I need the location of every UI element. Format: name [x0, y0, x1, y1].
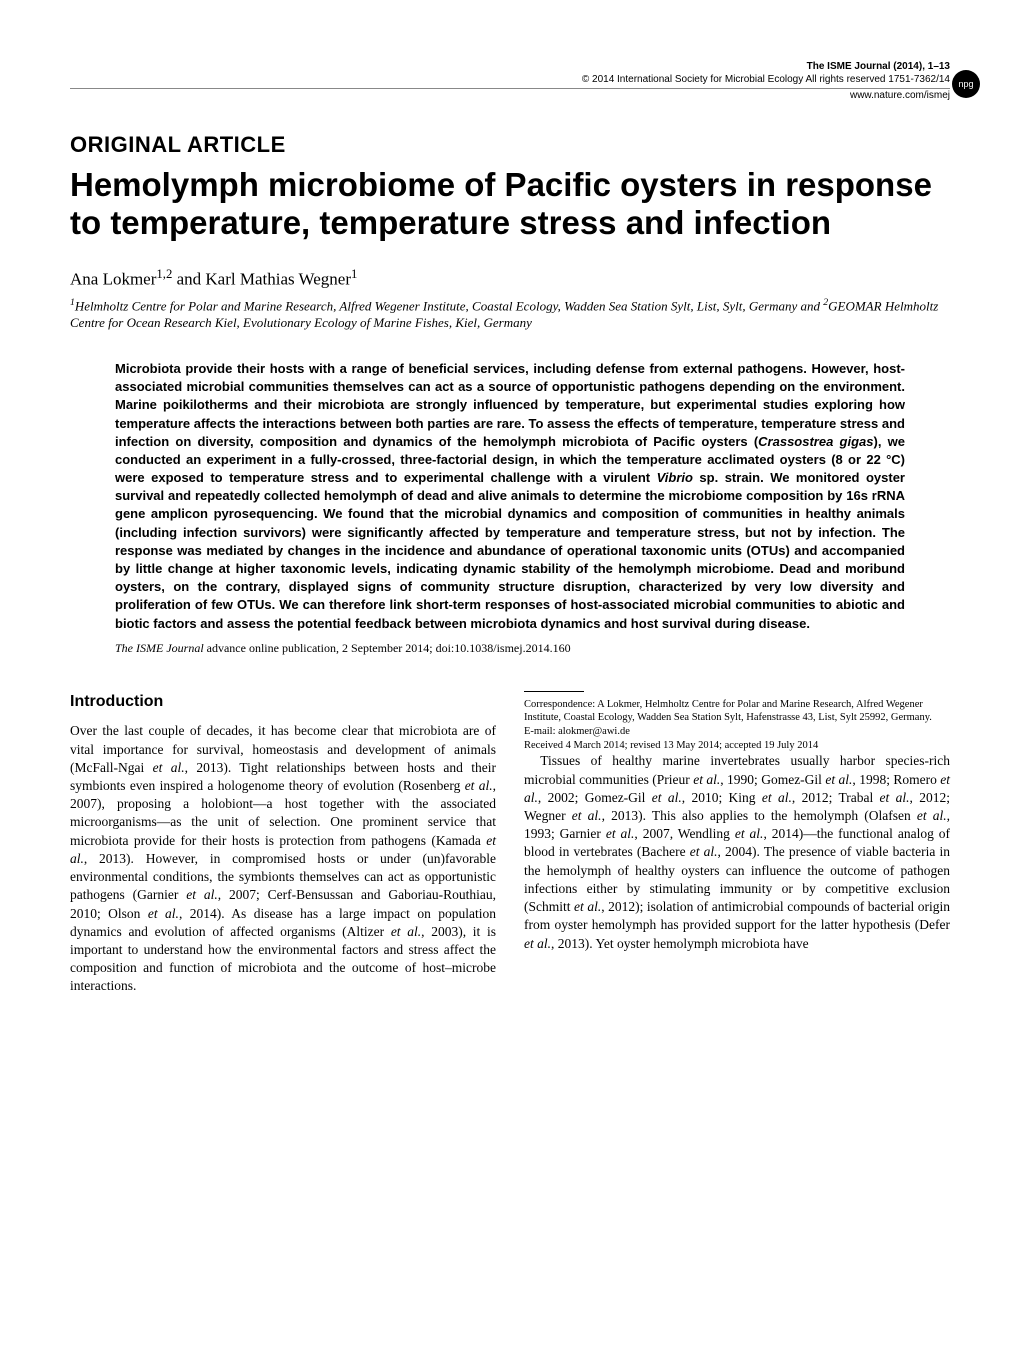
doi-line: The ISME Journal advance online publicat…: [115, 641, 905, 656]
section-heading-introduction: Introduction: [70, 691, 496, 713]
doi-journal: The ISME Journal: [115, 641, 204, 655]
correspondence-email: E-mail: alokmer@awi.de: [524, 725, 950, 739]
authors: Ana Lokmer1,2 and Karl Mathias Wegner1: [70, 267, 950, 290]
article-title: Hemolymph microbiome of Pacific oysters …: [70, 166, 950, 242]
correspondence-block: Correspondence: A Lokmer, Helmholtz Cent…: [524, 691, 950, 753]
correspondence-address: Correspondence: A Lokmer, Helmholtz Cent…: [524, 698, 950, 725]
abstract: Microbiota provide their hosts with a ra…: [115, 360, 905, 633]
doi-text: advance online publication, 2 September …: [204, 641, 571, 655]
affiliations: 1Helmholtz Centre for Polar and Marine R…: [70, 296, 950, 332]
article-type: ORIGINAL ARTICLE: [70, 132, 950, 158]
body-paragraph: Over the last couple of decades, it has …: [70, 722, 496, 995]
journal-copyright: © 2014 International Society for Microbi…: [70, 73, 950, 86]
correspondence-rule: [524, 691, 584, 692]
journal-title: The ISME Journal (2014), 1–13: [70, 60, 950, 73]
publisher-badge-icon: npg: [952, 70, 980, 98]
body-paragraph: Tissues of healthy marine invertebrates …: [524, 752, 950, 952]
journal-header: The ISME Journal (2014), 1–13 © 2014 Int…: [70, 60, 950, 102]
body-columns: Introduction Over the last couple of dec…: [70, 691, 950, 996]
correspondence-dates: Received 4 March 2014; revised 13 May 20…: [524, 739, 950, 753]
journal-url: www.nature.com/ismej: [70, 89, 950, 102]
